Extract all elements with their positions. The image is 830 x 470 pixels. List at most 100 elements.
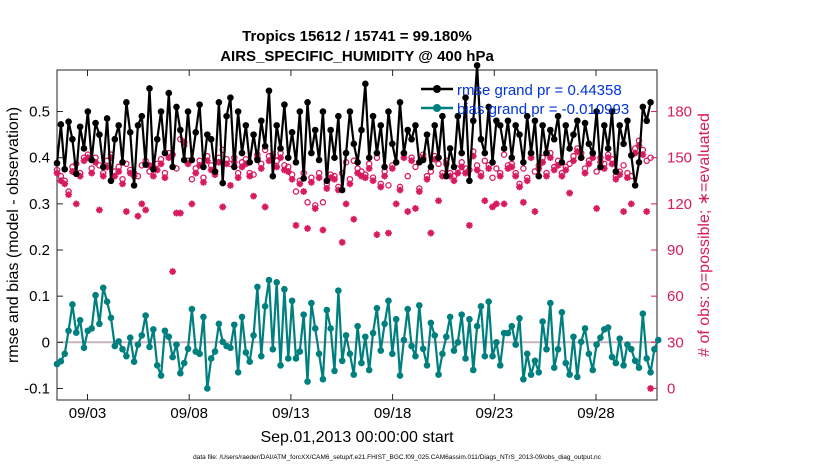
obs-evaluated-point	[616, 171, 624, 179]
rmse-point	[377, 122, 385, 129]
obs-evaluated-point	[80, 157, 88, 165]
bias-point	[354, 322, 361, 330]
rmse-point	[99, 163, 107, 171]
bias-point	[539, 318, 546, 325]
rmse-point	[362, 80, 369, 88]
rmse-point	[169, 163, 176, 171]
legend-bias-label: bias grand pr = -0.010993	[457, 101, 629, 118]
bias-point	[547, 299, 554, 307]
rmse-point	[342, 149, 350, 157]
obs-evaluated-point	[146, 161, 153, 169]
obs-possible-point	[647, 154, 654, 161]
rmse-point	[489, 159, 496, 166]
rmse-point	[284, 154, 292, 161]
y-left-tick-label: 0.2	[29, 242, 50, 259]
x-axis-label: Sep.01,2013 00:00:00 start	[260, 429, 454, 446]
legend-rmse-label: rmse grand pr = 0.44358	[457, 82, 622, 99]
y-right-tick-label: 0	[667, 380, 675, 397]
bias-point	[177, 369, 184, 377]
bias-point	[562, 359, 570, 367]
bias-point	[327, 325, 334, 332]
rmse-point	[192, 129, 200, 136]
bias-point	[373, 304, 381, 312]
bias-point	[72, 329, 80, 336]
rmse-point	[431, 122, 439, 129]
obs-evaluated-point	[554, 161, 562, 169]
rmse-point	[142, 161, 149, 168]
obs-evaluated-point	[219, 203, 227, 211]
bias-point	[581, 325, 589, 332]
obs-evaluated-point	[604, 154, 612, 162]
rmse-point	[315, 156, 323, 164]
rmse-point	[138, 112, 146, 120]
bias-point	[161, 327, 169, 335]
bias-point	[153, 362, 161, 369]
rmse-point	[335, 112, 342, 120]
rmse-point	[446, 145, 454, 152]
bias-point	[173, 341, 180, 348]
bias-point	[639, 310, 647, 317]
rmse-point	[257, 117, 265, 125]
obs-evaluated-point	[319, 226, 327, 234]
obs-evaluated-point	[435, 197, 442, 205]
obs-evaluated-point	[543, 172, 550, 180]
bias-point	[138, 332, 146, 339]
rmse-point	[466, 177, 473, 185]
rmse-point	[469, 117, 477, 125]
obs-possible-point	[404, 172, 411, 180]
obs-evaluated-point	[593, 205, 600, 212]
rmse-point	[180, 156, 188, 164]
bias-point	[300, 311, 307, 318]
bias-point	[315, 350, 323, 358]
bias-point	[107, 314, 115, 322]
rmse-point	[423, 131, 431, 138]
rmse-point	[404, 126, 412, 134]
obs-evaluated-point	[65, 191, 72, 199]
obs-possible-point	[643, 157, 650, 165]
bias-point	[204, 385, 211, 392]
bias-point	[169, 353, 176, 361]
rmse-point	[547, 126, 554, 134]
x-tick-label: 09/18	[374, 405, 412, 422]
obs-evaluated-point	[469, 152, 477, 160]
bias-point	[219, 338, 227, 346]
obs-evaluated-point	[608, 160, 616, 168]
rmse-point	[442, 172, 450, 180]
obs-evaluated-point	[157, 160, 165, 168]
obs-evaluated-point	[377, 183, 385, 191]
rmse-point	[246, 159, 254, 166]
rmse-point	[161, 149, 169, 157]
obs-evaluated-point	[365, 165, 373, 172]
obs-evaluated-point	[223, 160, 230, 168]
obs-evaluated-point	[61, 180, 69, 188]
bias-point	[404, 305, 412, 313]
obs-evaluated-point	[331, 175, 338, 183]
rmse-point	[535, 172, 543, 180]
obs-evaluated-point	[446, 172, 454, 180]
obs-evaluated-point	[257, 165, 265, 172]
bias-series	[53, 276, 662, 392]
rmse-point	[601, 122, 608, 129]
rmse-point	[219, 179, 227, 187]
obs-evaluated-point	[589, 154, 597, 162]
y-right-tick-label: 60	[667, 288, 684, 305]
rmse-point	[354, 159, 361, 166]
rmse-point	[585, 140, 593, 148]
legend-rmse-marker	[433, 85, 441, 93]
rmse-point	[304, 99, 311, 106]
obs-evaluated-point	[585, 160, 593, 168]
bias-point	[292, 355, 300, 362]
rmse-point	[88, 156, 95, 164]
rmse-point	[589, 149, 597, 157]
rmse-point	[616, 122, 624, 129]
rmse-point	[146, 85, 153, 92]
bias-point	[76, 316, 84, 324]
bias-point	[523, 350, 531, 358]
rmse-point	[365, 154, 373, 161]
rmse-point	[300, 175, 307, 182]
bias-point	[200, 313, 207, 321]
bias-point	[265, 276, 273, 284]
obs-evaluated-point	[84, 154, 92, 162]
rmse-point	[134, 122, 142, 129]
